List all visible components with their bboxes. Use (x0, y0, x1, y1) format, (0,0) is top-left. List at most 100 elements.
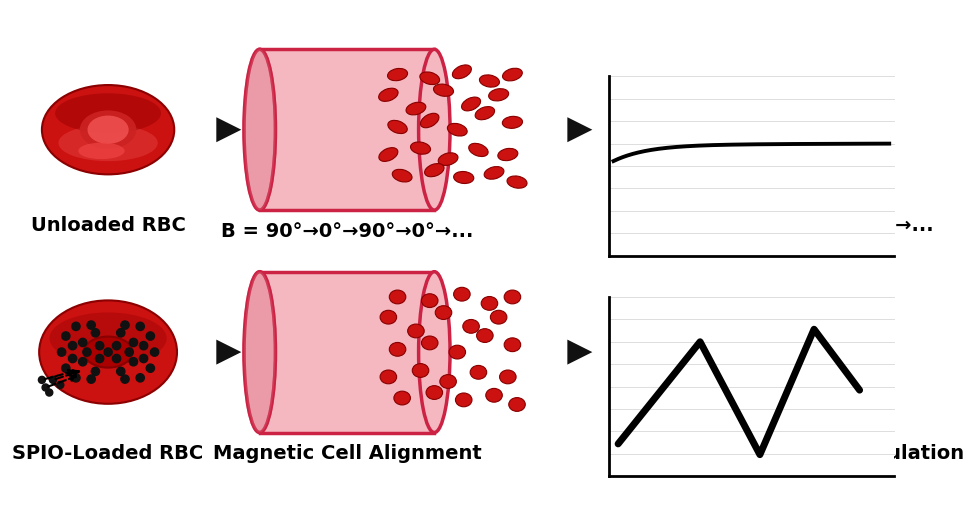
Bar (259, 49, 434, 210)
Ellipse shape (244, 49, 275, 210)
Ellipse shape (502, 117, 523, 129)
Ellipse shape (389, 290, 406, 304)
Ellipse shape (379, 148, 398, 161)
Ellipse shape (499, 370, 516, 384)
Circle shape (87, 321, 96, 329)
Ellipse shape (453, 172, 474, 184)
Ellipse shape (488, 89, 509, 101)
Circle shape (139, 354, 148, 363)
Ellipse shape (463, 320, 480, 333)
Circle shape (72, 374, 80, 382)
Ellipse shape (461, 97, 481, 111)
Ellipse shape (469, 143, 488, 156)
Circle shape (150, 348, 159, 356)
Ellipse shape (418, 272, 450, 433)
Circle shape (83, 348, 91, 356)
Circle shape (68, 342, 77, 350)
Ellipse shape (509, 397, 526, 412)
Ellipse shape (504, 338, 521, 352)
Ellipse shape (434, 84, 453, 96)
Text: Unloaded RBC: Unloaded RBC (30, 216, 185, 235)
Circle shape (92, 329, 99, 337)
Ellipse shape (408, 324, 424, 338)
Ellipse shape (387, 68, 408, 81)
Ellipse shape (477, 329, 493, 342)
Circle shape (87, 375, 96, 383)
Circle shape (79, 338, 87, 347)
Text: 90°→0°→90°→0°→...: 90°→0°→90°→0°→... (725, 216, 933, 235)
Ellipse shape (435, 306, 451, 320)
Ellipse shape (480, 75, 499, 87)
Text: SPIO-Loaded RBC: SPIO-Loaded RBC (13, 444, 204, 463)
Circle shape (117, 329, 125, 337)
Circle shape (136, 322, 144, 331)
Bar (609, 77, 894, 256)
Circle shape (112, 354, 121, 363)
Ellipse shape (244, 272, 275, 433)
Ellipse shape (42, 85, 175, 174)
Ellipse shape (244, 49, 275, 210)
Circle shape (92, 368, 99, 375)
Circle shape (125, 348, 134, 356)
Ellipse shape (78, 143, 125, 159)
Ellipse shape (502, 68, 523, 81)
Ellipse shape (485, 166, 504, 179)
Circle shape (146, 364, 154, 372)
Ellipse shape (420, 113, 439, 128)
Circle shape (50, 376, 57, 383)
Ellipse shape (378, 88, 398, 101)
Ellipse shape (455, 393, 472, 407)
Ellipse shape (453, 287, 470, 301)
Circle shape (130, 338, 137, 347)
Ellipse shape (410, 142, 431, 154)
Ellipse shape (470, 365, 487, 379)
Circle shape (42, 384, 49, 391)
Circle shape (130, 358, 137, 366)
Circle shape (58, 348, 65, 356)
Circle shape (146, 332, 154, 340)
Ellipse shape (88, 116, 129, 144)
Ellipse shape (406, 102, 426, 115)
Text: Magnetic Cell Alignment: Magnetic Cell Alignment (213, 444, 482, 463)
Circle shape (96, 342, 103, 350)
Ellipse shape (440, 375, 456, 388)
Circle shape (68, 354, 77, 363)
Ellipse shape (438, 153, 458, 165)
Circle shape (72, 322, 80, 331)
Ellipse shape (449, 345, 465, 359)
Circle shape (96, 354, 103, 363)
Ellipse shape (504, 290, 521, 304)
Ellipse shape (80, 110, 136, 149)
Ellipse shape (412, 364, 429, 377)
Ellipse shape (380, 370, 397, 384)
Ellipse shape (426, 386, 443, 400)
Ellipse shape (490, 310, 507, 324)
Circle shape (61, 332, 70, 340)
Ellipse shape (452, 65, 471, 79)
Bar (259, 272, 434, 433)
Ellipse shape (50, 312, 167, 364)
Circle shape (61, 364, 70, 372)
Circle shape (38, 376, 46, 383)
Circle shape (121, 321, 129, 329)
Text: B = 90°→0°→90°→0°→...: B = 90°→0°→90°→0°→... (220, 222, 473, 240)
Circle shape (79, 358, 87, 366)
Ellipse shape (498, 149, 518, 161)
Ellipse shape (507, 176, 527, 188)
Circle shape (57, 382, 63, 388)
Ellipse shape (84, 337, 133, 368)
Bar (609, 297, 894, 476)
Ellipse shape (475, 107, 494, 120)
Ellipse shape (421, 336, 438, 350)
Ellipse shape (380, 310, 397, 324)
Circle shape (117, 368, 125, 375)
Circle shape (46, 389, 53, 396)
Circle shape (104, 348, 112, 356)
Ellipse shape (392, 170, 412, 182)
Ellipse shape (56, 93, 161, 133)
Circle shape (121, 375, 129, 383)
Circle shape (112, 342, 121, 350)
Ellipse shape (58, 125, 158, 161)
Circle shape (139, 342, 148, 350)
Ellipse shape (394, 391, 410, 405)
